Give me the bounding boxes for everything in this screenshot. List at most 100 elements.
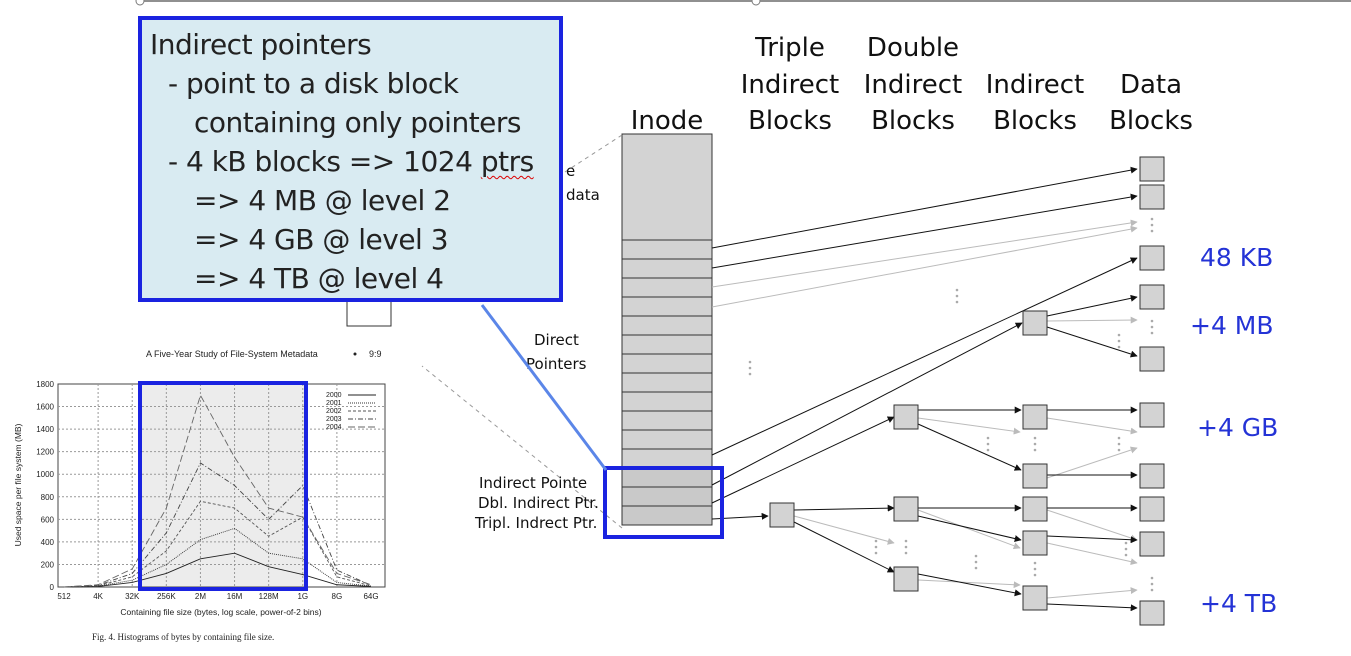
y-tick-label: 1600 [36,403,54,412]
data-block [1139,284,1165,310]
pointer-arrow [711,322,1023,486]
callout-line: - point to a disk block [168,67,459,100]
legend-label: 2001 [326,400,342,407]
y-tick-label: 1000 [36,470,54,479]
data-block [1139,402,1165,428]
inode-indirect-highlight [603,466,724,539]
series-line-2000 [63,552,372,588]
y-tick-label: 1200 [36,448,54,457]
pointer-arrow-faded [1046,417,1138,435]
callout-line-spellcheck-word: ptrs [480,145,534,178]
ellipsis-dots [904,539,908,555]
callout-connector [480,304,608,471]
ellipsis-dots [986,436,990,452]
legend-label: 2000 [326,392,342,399]
inode-pointer-slot [621,258,713,279]
partial-figure-stub [346,299,392,327]
x-tick-label: 8G [332,592,343,601]
header-triple-3: Blocks [748,106,832,136]
indirect-ptr-label: Indirect Pointe [479,474,587,492]
ellipsis-dots [1150,217,1154,233]
ellipsis-dots [874,539,878,555]
ellipsis-dots [1150,576,1154,592]
x-tick-label: 512 [57,592,71,601]
ellipsis-dots [748,360,752,376]
double-indirect-block [893,404,919,430]
pointer-arrow [917,515,1022,542]
data-block [1139,600,1165,626]
pointer-arrow-faded [917,417,1021,435]
y-axis-label: Used space per file system (MB) [13,423,23,546]
header-data-1: Data [1120,70,1182,100]
data-block [1139,496,1165,522]
chart-page-number: 9:9 [369,349,382,359]
data-block [1139,346,1165,372]
inode-metadata-block [621,133,713,241]
pointer-arrow-faded [917,509,1021,550]
triple-indirect-block [769,502,795,528]
header-double-2: Indirect [864,70,962,100]
indirect-block [1022,496,1048,522]
header-triple-2: Indirect [741,70,839,100]
size-label-4gb: +4 GB [1197,413,1278,442]
pointer-arrow-faded [1046,542,1138,566]
dbl-indirect-ptr-label: Dbl. Indirect Ptr. [478,494,599,512]
callout-line: - 4 kB blocks => 1024 ptrs [168,145,534,178]
ellipsis-dots [1124,541,1128,557]
pointer-arrow [711,193,1138,269]
size-label-4tb: +4 TB [1200,589,1277,618]
callout-line: containing only pointers [194,106,522,139]
ellipsis-dots [1117,436,1121,452]
x-tick-label: 32K [125,592,140,601]
x-tick-label: 16M [227,592,243,601]
series-line-2004 [63,394,372,588]
pointer-arrow-faded [711,225,1138,308]
ellipsis-dots [974,554,978,570]
file-size-histogram-chart: 0 200 400 600 800 1000 1200 1400 1600 1800 512 4K 32… [13,349,386,642]
pointer-arrow [711,416,895,504]
legend-label: 2004 [326,424,342,431]
leader-line [421,365,623,529]
y-tick-label: 1400 [36,425,54,434]
pointer-arrow-faded [917,579,1021,589]
pointer-arrow [917,423,1022,471]
inode-pointer-slot [621,391,713,412]
callout-line: => 4 GB @ level 3 [194,223,449,256]
inode-pointer-slot [621,353,713,374]
callout-title: Indirect pointers [150,28,372,61]
pointer-arrow-faded [711,219,1138,288]
legend-label: 2003 [326,416,342,423]
indirect-block [1022,310,1048,336]
rule-handle [135,0,145,6]
callout-line: => 4 TB @ level 4 [194,262,444,295]
pointer-arrow [917,573,1022,597]
metadata-label-2: data [566,186,600,204]
ellipsis-dots [1033,561,1037,577]
x-tick-label: 2M [195,592,206,601]
y-tick-label: 400 [41,538,55,547]
pointer-arrow [1046,603,1138,612]
header-triple-1: Triple [754,33,825,63]
indirect-block [1022,463,1048,489]
pointer-arrow [1046,326,1138,358]
inode-pointer-slot [621,429,713,450]
double-indirect-block [893,566,919,592]
inode-pointer-slot [621,372,713,393]
direct-label-2: Pointers [526,355,587,373]
pointer-arrow [711,166,1138,249]
size-label-4mb: +4 MB [1190,311,1274,340]
indirect-pointers-callout: Indirect pointers - point to a disk bloc… [138,16,563,302]
data-block [1139,463,1165,489]
ellipsis-dots [1150,319,1154,335]
header-indirect-1: Indirect [986,70,1084,100]
header-double-3: Blocks [871,106,955,136]
inode-pointer-slot [621,334,713,355]
header-double-1: Double [867,33,959,63]
y-tick-label: 1800 [36,380,54,389]
inode-pointer-slot [621,505,713,526]
y-tick-label: 600 [41,515,55,524]
pointer-arrow-faded [793,515,895,545]
x-tick-label: 1G [297,592,308,601]
rule-handle [751,0,761,6]
inode-pointer-slot [621,486,713,507]
